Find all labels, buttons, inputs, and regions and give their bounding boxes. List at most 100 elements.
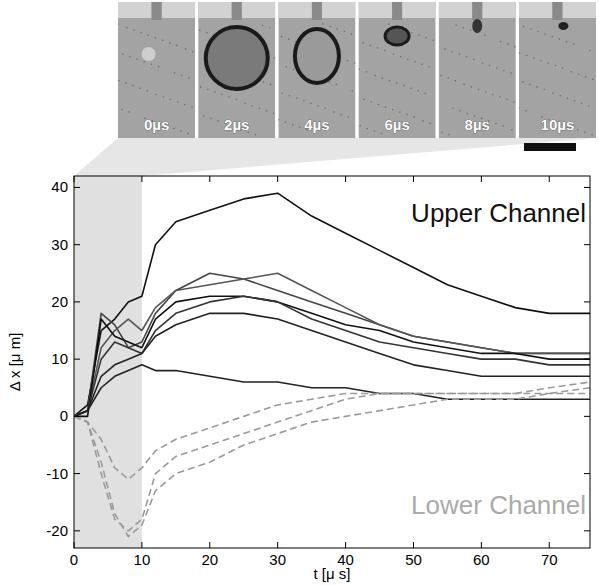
y-tick: [584, 416, 590, 417]
speckle: [180, 130, 182, 132]
speckle: [526, 55, 528, 57]
channel: [312, 2, 322, 20]
speckle: [414, 61, 416, 63]
speckle: [187, 133, 189, 135]
speckle: [513, 101, 515, 103]
speckle: [139, 87, 141, 89]
speckle: [393, 53, 395, 55]
photo-frame: [519, 2, 596, 138]
frame-ground: [198, 2, 275, 138]
speckle: [485, 91, 487, 93]
frame-label: 10µs: [541, 116, 575, 133]
frame-label: 2µs: [224, 116, 249, 133]
speckle: [192, 51, 194, 53]
frame-ground: [359, 2, 436, 138]
x-tick: [74, 542, 75, 548]
speckle: [562, 67, 564, 69]
frame-ground: [118, 2, 195, 138]
channel-wall: [519, 2, 553, 18]
speckle: [147, 90, 149, 92]
speckle: [288, 38, 290, 40]
y-axis-title: Δ x [μ m]: [6, 333, 23, 392]
speckle: [184, 104, 186, 106]
y-tick: [74, 530, 80, 531]
speckle: [188, 77, 190, 79]
speckle: [573, 43, 575, 45]
speckle: [263, 81, 265, 83]
speckle: [210, 118, 212, 120]
speckle: [552, 92, 554, 94]
x-tick: [345, 176, 346, 182]
speckle: [514, 46, 516, 48]
y-tick-label: 30: [51, 236, 68, 253]
speckle: [429, 123, 431, 125]
speckle: [400, 56, 402, 58]
speckle: [366, 71, 368, 73]
speckle: [525, 110, 527, 112]
speckle: [452, 108, 454, 110]
speckle: [366, 128, 368, 130]
speckle: [507, 43, 509, 45]
speckle: [324, 108, 326, 110]
speckle: [547, 62, 549, 64]
speckle: [551, 36, 553, 38]
speckle: [244, 102, 246, 104]
speckle: [236, 99, 238, 101]
speckle: [173, 128, 175, 130]
y-tick-label: 0: [60, 407, 68, 424]
x-tick: [141, 176, 142, 182]
y-tick: [74, 416, 80, 417]
speckle: [129, 56, 131, 58]
series-line: [74, 382, 590, 479]
speckle: [270, 84, 272, 86]
frame-ground: [278, 2, 355, 138]
speckle: [422, 120, 424, 122]
speckle: [511, 129, 513, 131]
speckle: [403, 85, 405, 87]
speckle: [336, 28, 338, 30]
speckle: [132, 85, 134, 87]
speckle: [177, 101, 179, 103]
speckle: [221, 94, 223, 96]
x-tick: [481, 542, 482, 548]
speckle: [447, 77, 449, 79]
speckle: [255, 134, 257, 136]
photo-frame: [118, 2, 195, 138]
series-line: [74, 313, 590, 416]
channel-wall: [482, 2, 516, 18]
y-tick-label: -20: [46, 522, 68, 539]
channel-wall: [162, 2, 196, 18]
speckle: [285, 66, 287, 68]
speckle: [574, 100, 576, 102]
speckle: [170, 99, 172, 101]
speckle: [382, 77, 384, 79]
speckle: [496, 67, 498, 69]
speckle: [340, 114, 342, 116]
zoom-fan: [74, 138, 596, 176]
speckle: [273, 113, 275, 115]
y-tick-label: -10: [46, 465, 68, 482]
speckle: [523, 26, 525, 28]
speckle: [418, 35, 420, 37]
speckle: [536, 86, 538, 88]
series-line: [74, 296, 590, 416]
x-tick: [549, 176, 550, 182]
speckle: [389, 80, 391, 82]
speckle: [529, 84, 531, 86]
speckle: [359, 125, 361, 127]
y-tick: [74, 244, 80, 245]
speckle: [266, 110, 268, 112]
bubble: [385, 27, 409, 45]
speckle: [200, 86, 202, 88]
y-tick: [584, 244, 590, 245]
speckle: [463, 84, 465, 86]
speckle: [544, 33, 546, 35]
frame-label: 8µs: [465, 116, 490, 133]
speckle: [407, 58, 409, 60]
speckle: [484, 35, 486, 37]
y-tick: [584, 530, 590, 531]
x-tick: [74, 176, 75, 182]
y-tick-label: 10: [51, 350, 68, 367]
speckle: [425, 92, 427, 94]
speckle: [370, 45, 372, 47]
